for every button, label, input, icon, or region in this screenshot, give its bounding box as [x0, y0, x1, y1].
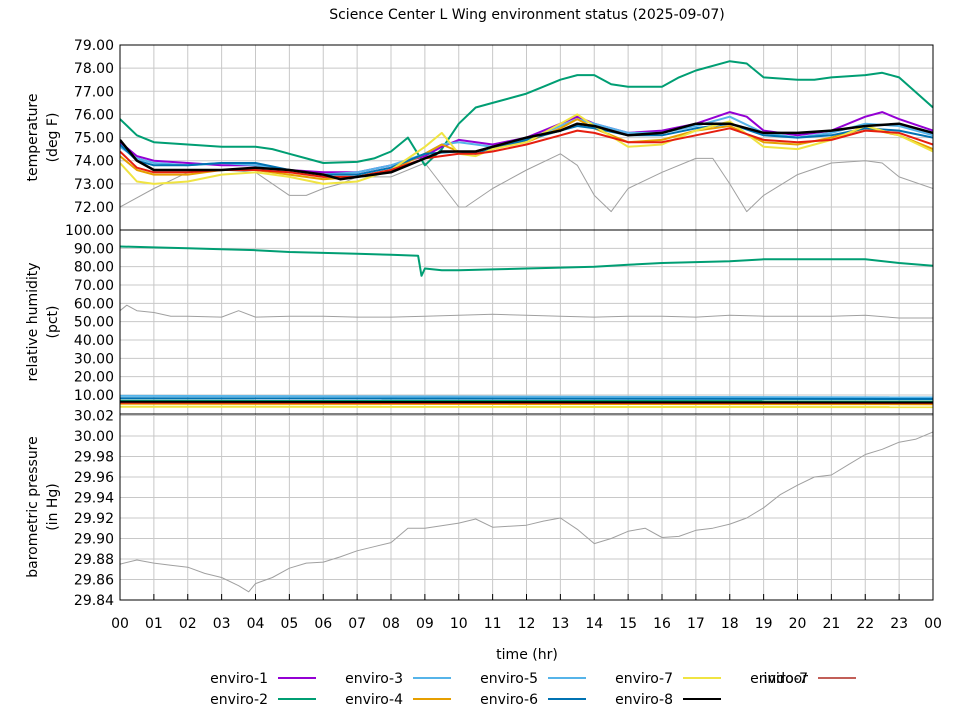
y-tick-label: 72.00	[74, 200, 114, 216]
x-tick-label: 02	[179, 616, 197, 632]
x-tick-label: 10	[450, 616, 468, 632]
x-tick-label: 12	[518, 616, 536, 632]
series-line-temperature-8	[120, 122, 933, 181]
panel-pressure: 29.84 29.86 29.88 29.90 29.92 29.94 29.96 29.98…	[25, 409, 934, 609]
y-tick-label: 100.00	[65, 223, 114, 239]
series-line-humidity-3	[120, 397, 933, 400]
x-axis: 00 01 02 03 04 05 06 07 08 09 10 11 12 13 14 15 16 17 18 19…	[111, 594, 942, 632]
x-tick-label: 20	[789, 616, 807, 632]
y-axis-label-humidity: relative humidity (pct)	[25, 262, 61, 381]
x-tick-label: 18	[721, 616, 739, 632]
x-tick-label: 03	[213, 616, 231, 632]
legend-label: enviro-4	[345, 692, 403, 708]
series-line-humidity-9	[120, 400, 933, 404]
y-tick-label: 30.02	[74, 409, 114, 425]
series-line-temperature-0	[120, 153, 933, 213]
legend-label: enviro-1	[210, 671, 268, 687]
y-tick-label: 30.00	[74, 351, 114, 367]
y-tick-label: 29.96	[74, 470, 114, 486]
legend-label: enviro-5	[480, 671, 538, 687]
series-line-humidity-2	[120, 394, 933, 399]
x-tick-label: 22	[856, 616, 874, 632]
legend-label: enviro-7	[750, 671, 808, 687]
y-tick-label: 74.00	[74, 154, 114, 170]
x-tick-label: 00	[111, 616, 129, 632]
y-axis-label-pressure: barometric pressure (in Hg)	[25, 436, 61, 577]
x-tick-label: 23	[890, 616, 908, 632]
y-tick-label: 90.00	[74, 241, 114, 257]
series-line-pressure-0	[120, 431, 933, 593]
y-tick-label: 29.84	[74, 593, 114, 609]
y-tick-label: 29.92	[74, 511, 114, 527]
x-axis-label: time (hr)	[496, 647, 558, 663]
x-tick-label: 05	[280, 616, 298, 632]
panel-humidity: 10.00 20.00 30.00 40.00 50.00 60.00 70.00 80.00…	[25, 223, 934, 415]
y-tick-label: 50.00	[74, 315, 114, 331]
chart-title: Science Center L Wing environment status…	[329, 7, 725, 23]
panels: 72.00 73.00 74.00 75.00 76.00 77.00 78.00 79.00…	[25, 38, 934, 609]
legend-label: enviro-6	[480, 692, 538, 708]
x-tick-label: 01	[145, 616, 163, 632]
x-tick-label: 00	[924, 616, 942, 632]
series-line-humidity-0	[120, 245, 933, 277]
y-tick-label: 20.00	[74, 370, 114, 386]
x-tick-label: 17	[687, 616, 705, 632]
y-tick-label: 77.00	[74, 84, 114, 100]
y-tick-label: 29.88	[74, 552, 114, 568]
x-tick-label: 15	[619, 616, 637, 632]
x-tick-label: 11	[484, 616, 502, 632]
x-tick-label: 14	[585, 616, 603, 632]
y-tick-label: 76.00	[74, 107, 114, 123]
y-tick-label: 73.00	[74, 177, 114, 193]
legend-label: indoor	[763, 671, 808, 687]
x-tick-label: 13	[551, 616, 569, 632]
x-tick-label: 19	[755, 616, 773, 632]
y-tick-label: 29.90	[74, 532, 114, 548]
y-tick-label: 60.00	[74, 296, 114, 312]
y-tick-label: 78.00	[74, 61, 114, 77]
y-tick-label: 70.00	[74, 278, 114, 294]
x-tick-label: 06	[314, 616, 332, 632]
y-tick-label: 29.98	[74, 450, 114, 466]
y-tick-label: 79.00	[74, 38, 114, 54]
y-tick-label: 29.86	[74, 573, 114, 589]
x-tick-label: 16	[653, 616, 671, 632]
legend-label: enviro-2	[210, 692, 268, 708]
panel-temperature: 72.00 73.00 74.00 75.00 76.00 77.00 78.00 79.00…	[25, 38, 934, 231]
series-line-humidity-1	[120, 304, 933, 319]
y-tick-label: 10.00	[74, 388, 114, 404]
legend-label: enviro-8	[615, 692, 673, 708]
y-tick-label: 75.00	[74, 131, 114, 147]
y-tick-label: 29.94	[74, 491, 114, 507]
x-tick-label: 07	[348, 616, 366, 632]
legend-label: enviro-7	[615, 671, 673, 687]
y-tick-label: 40.00	[74, 333, 114, 349]
series-line-temperature-1	[120, 60, 933, 167]
legend-label: enviro-3	[345, 671, 403, 687]
x-tick-label: 21	[822, 616, 840, 632]
y-axis-label-temperature: temperature (deg F)	[25, 94, 61, 182]
series-line-temperature-5	[120, 122, 933, 176]
legend: enviro-1 enviro-2 enviro-3 enviro-4 enviro-5…	[210, 671, 856, 708]
x-tick-label: 09	[416, 616, 434, 632]
x-tick-label: 04	[247, 616, 265, 632]
y-tick-label: 80.00	[74, 260, 114, 276]
x-tick-label: 08	[382, 616, 400, 632]
series-line-temperature-6	[120, 113, 933, 185]
y-tick-label: 30.00	[74, 429, 114, 445]
